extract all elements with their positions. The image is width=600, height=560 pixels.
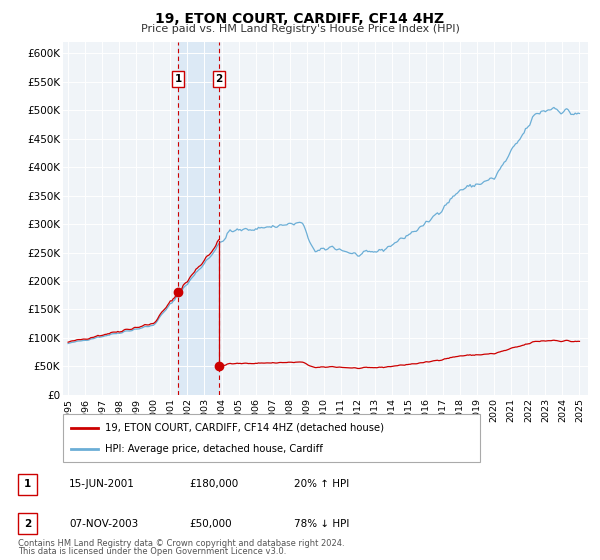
Text: £50,000: £50,000 xyxy=(189,519,232,529)
Text: 07-NOV-2003: 07-NOV-2003 xyxy=(69,519,138,529)
Text: 1: 1 xyxy=(175,74,182,84)
Text: 2: 2 xyxy=(215,74,223,84)
Text: 20% ↑ HPI: 20% ↑ HPI xyxy=(294,479,349,489)
Text: 1: 1 xyxy=(24,479,31,489)
Text: £180,000: £180,000 xyxy=(189,479,238,489)
Text: This data is licensed under the Open Government Licence v3.0.: This data is licensed under the Open Gov… xyxy=(18,547,286,556)
Text: 2: 2 xyxy=(24,519,31,529)
Text: 15-JUN-2001: 15-JUN-2001 xyxy=(69,479,135,489)
Text: 19, ETON COURT, CARDIFF, CF14 4HZ: 19, ETON COURT, CARDIFF, CF14 4HZ xyxy=(155,12,445,26)
Text: HPI: Average price, detached house, Cardiff: HPI: Average price, detached house, Card… xyxy=(104,444,323,454)
Text: 78% ↓ HPI: 78% ↓ HPI xyxy=(294,519,349,529)
Text: Contains HM Land Registry data © Crown copyright and database right 2024.: Contains HM Land Registry data © Crown c… xyxy=(18,539,344,548)
Text: Price paid vs. HM Land Registry's House Price Index (HPI): Price paid vs. HM Land Registry's House … xyxy=(140,24,460,34)
Text: 19, ETON COURT, CARDIFF, CF14 4HZ (detached house): 19, ETON COURT, CARDIFF, CF14 4HZ (detac… xyxy=(104,423,384,433)
Bar xyxy=(178,42,219,395)
